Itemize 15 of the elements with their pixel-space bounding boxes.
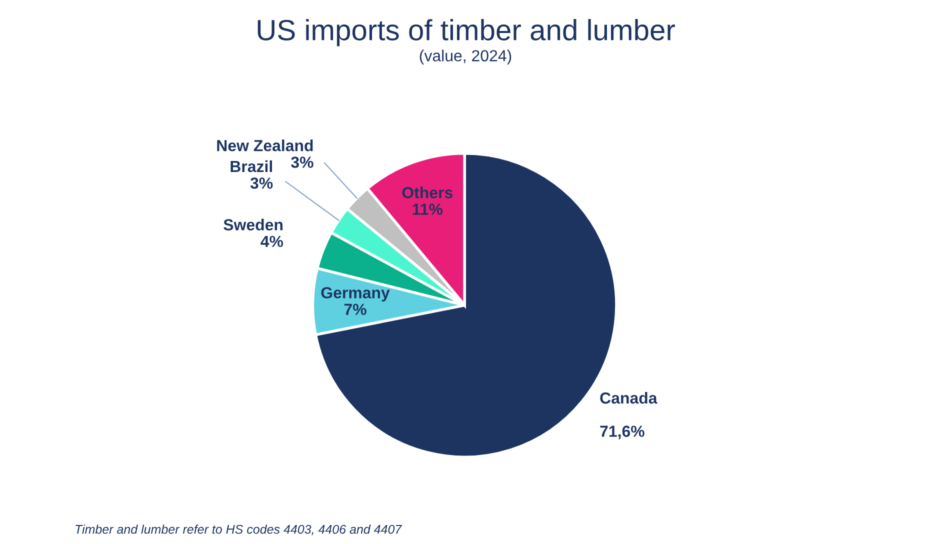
data-label: 3% [250,177,273,189]
chart-title: US imports of timber and lumber [258,19,675,46]
slice-label: Germany [321,287,390,302]
slice-label: Sweden [224,218,282,230]
text: Timber and lumber refer to HS codes 4403, 4406 and 4407 [76,524,402,536]
data-label: 71,6% [600,426,644,440]
data-label: 11% [412,204,443,215]
data-label: 7% [344,304,366,315]
slice-label: Brazil [230,160,272,172]
slice-label: Others [402,186,452,198]
data-label: 3% [291,156,314,168]
chart-subtitle: (value, 2024) [420,50,512,65]
data-label: 4% [260,236,284,248]
slice-label: Canada [600,392,658,404]
slice-label: New Zealand [217,140,313,152]
